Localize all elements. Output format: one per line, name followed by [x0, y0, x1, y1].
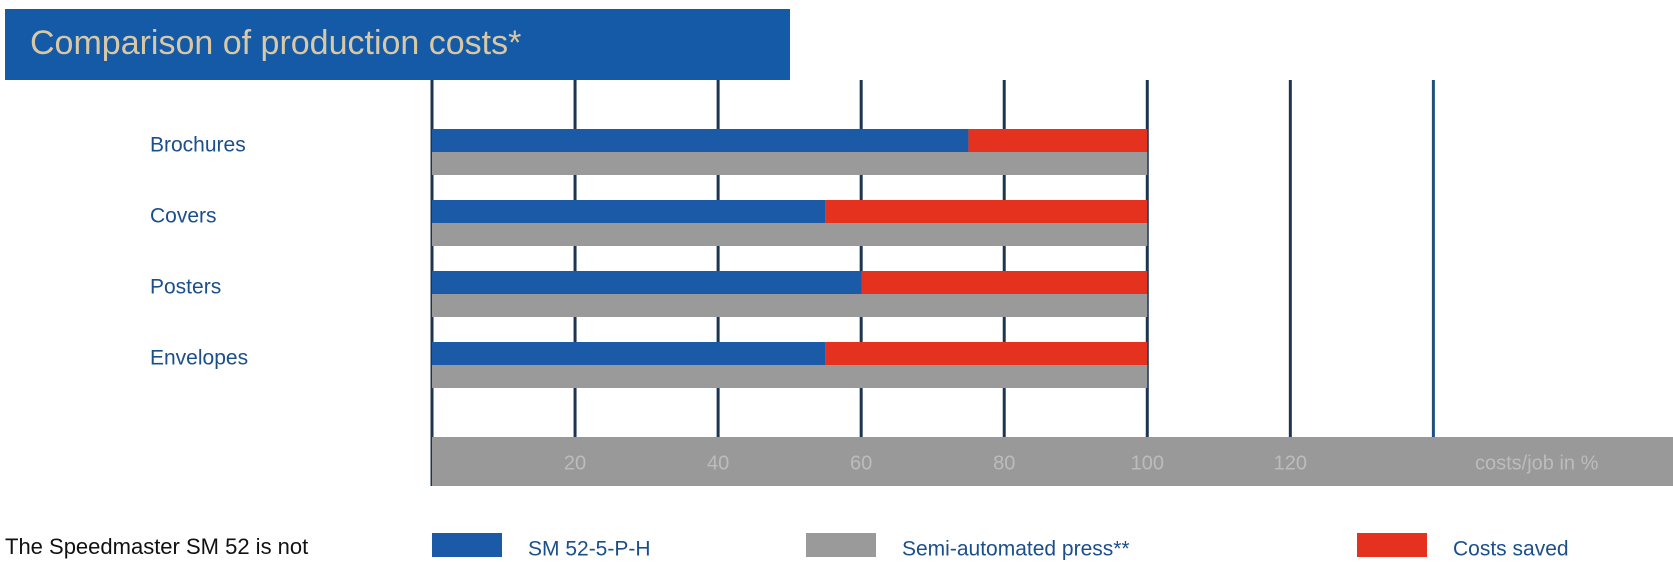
- bar: [432, 294, 1148, 317]
- legend-label: Costs saved: [1453, 538, 1569, 561]
- legend-label: SM 52-5-P-H: [528, 538, 651, 561]
- bar: [432, 223, 1148, 246]
- category-label: Envelopes: [150, 347, 248, 370]
- legend-swatch: [1357, 533, 1427, 557]
- legend-swatch: [806, 533, 876, 557]
- x-tick-label: 40: [707, 452, 729, 474]
- bar: [968, 129, 1148, 152]
- axis-band: [432, 437, 1673, 486]
- chart-title: Comparison of production costs*: [30, 24, 521, 62]
- x-tick-label: 120: [1274, 452, 1307, 474]
- bar: [432, 271, 862, 294]
- footnote: The Speedmaster SM 52 is not: [5, 534, 308, 559]
- bar: [432, 152, 1148, 175]
- title-bar: [5, 9, 790, 80]
- x-tick-label: 20: [564, 452, 586, 474]
- legend-swatch: [432, 533, 502, 557]
- bar: [825, 200, 1148, 223]
- bar: [432, 129, 969, 152]
- x-axis-label: costs/job in %: [1475, 452, 1599, 474]
- x-tick-label: 60: [850, 452, 872, 474]
- bar: [432, 365, 1148, 388]
- category-label: Posters: [150, 276, 221, 299]
- legend-label: Semi-automated press**: [902, 538, 1130, 561]
- x-tick-label: 80: [993, 452, 1015, 474]
- x-tick-label: 100: [1131, 452, 1164, 474]
- bar: [861, 271, 1148, 294]
- bar: [432, 200, 826, 223]
- bar: [825, 342, 1148, 365]
- category-label: Brochures: [150, 134, 246, 157]
- bar: [432, 342, 826, 365]
- category-label: Covers: [150, 205, 217, 228]
